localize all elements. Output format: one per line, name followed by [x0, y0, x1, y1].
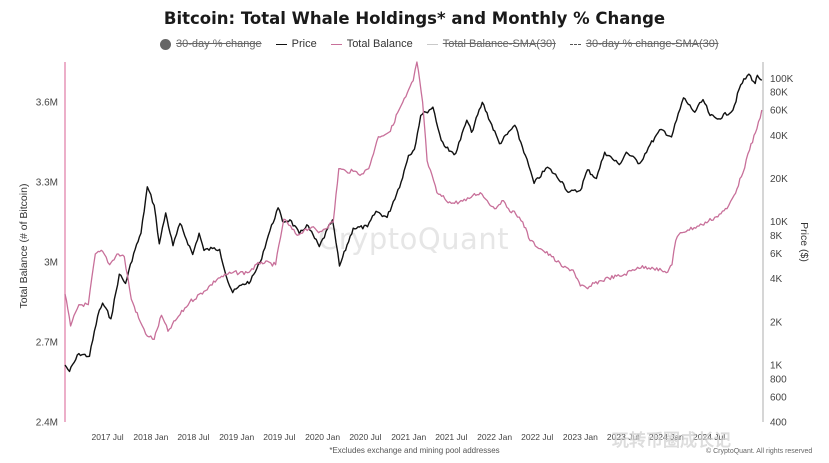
x-tick-label: 2020 Jan — [305, 432, 340, 442]
legend: 30-day % change Price Total Balance Tota… — [160, 36, 733, 52]
y-left-tick-label: 2.4M — [36, 418, 58, 429]
x-tick-label: 2018 Jan — [133, 432, 168, 442]
x-tick-label: 2024 Jan — [649, 432, 684, 442]
legend-label: Total Balance-SMA(30) — [442, 38, 556, 50]
line-swatch-icon — [330, 43, 342, 45]
x-tick-label: 2022 Jan — [477, 432, 512, 442]
y-right-tick-label: 20K — [770, 174, 788, 185]
legend-item-change-sma[interactable]: 30-day % change-SMA(30) — [569, 38, 719, 50]
legend-label: Total Balance — [346, 38, 413, 50]
x-tick-label: 2020 Jul — [349, 432, 381, 442]
x-tick-label: 2024 Jul — [693, 432, 725, 442]
y-left-tick-label: 3.3M — [36, 178, 58, 189]
y-axis-right-label: Price ($) — [798, 222, 810, 262]
footnote: *Excludes exchange and mining pool addre… — [329, 446, 500, 455]
y-right-tick-label: 60K — [770, 106, 788, 117]
y-right-tick-label: 8K — [770, 231, 783, 242]
line-swatch-icon — [426, 43, 438, 45]
y-right-tick-label: 4K — [770, 274, 783, 285]
line-swatch-icon — [275, 43, 287, 45]
y-right-tick-label: 600 — [770, 392, 787, 403]
price-series-line — [64, 73, 763, 373]
legend-item-price[interactable]: Price — [275, 38, 317, 50]
y-left-tick-label: 3M — [44, 258, 58, 269]
legend-item-total-balance-sma[interactable]: Total Balance-SMA(30) — [426, 38, 556, 50]
y-right-tick-label: 80K — [770, 88, 788, 99]
y-right-tick-label: 6K — [770, 249, 783, 260]
y-axis-left-label: Total Balance (# of Bitcoin) — [18, 184, 30, 309]
x-tick-label: 2023 Jul — [607, 432, 639, 442]
legend-item-30-day-change[interactable]: 30-day % change — [160, 38, 262, 50]
x-tick-label: 2021 Jan — [391, 432, 426, 442]
legend-label: 30-day % change — [176, 38, 262, 50]
y-left-tick-label: 2.7M — [36, 338, 58, 349]
y-right-tick-label: 2K — [770, 317, 783, 328]
x-tick-label: 2017 Jul — [92, 432, 124, 442]
x-tick-label: 2019 Jul — [263, 432, 295, 442]
y-right-tick-label: 400 — [770, 418, 787, 429]
dashed-line-swatch-icon — [569, 43, 581, 45]
total-balance-series-line — [64, 61, 763, 340]
legend-label: Price — [291, 38, 317, 50]
chart-title: Bitcoin: Total Whale Holdings* and Month… — [163, 9, 666, 28]
x-tick-label: 2023 Jan — [563, 432, 598, 442]
circle-icon — [160, 38, 171, 50]
y-right-tick-label: 800 — [770, 374, 787, 385]
legend-label: 30-day % change-SMA(30) — [585, 38, 719, 50]
legend-item-total-balance[interactable]: Total Balance — [330, 38, 413, 50]
x-tick-label: 2018 Jul — [177, 432, 209, 442]
x-tick-label: 2022 Jul — [521, 432, 553, 442]
y-right-tick-label: 100K — [770, 74, 794, 85]
y-right-tick-label: 1K — [770, 361, 783, 372]
x-tick-label: 2021 Jul — [435, 432, 467, 442]
y-right-tick-label: 40K — [770, 131, 788, 142]
copyright-note: © CryptoQuant. All rights reserved — [706, 448, 813, 455]
y-right-tick-label: 10K — [770, 217, 788, 228]
y-left-tick-label: 3.6M — [36, 98, 58, 109]
x-tick-label: 2019 Jan — [219, 432, 254, 442]
overlay-watermark: 玩转币圈成长记 — [612, 431, 731, 450]
